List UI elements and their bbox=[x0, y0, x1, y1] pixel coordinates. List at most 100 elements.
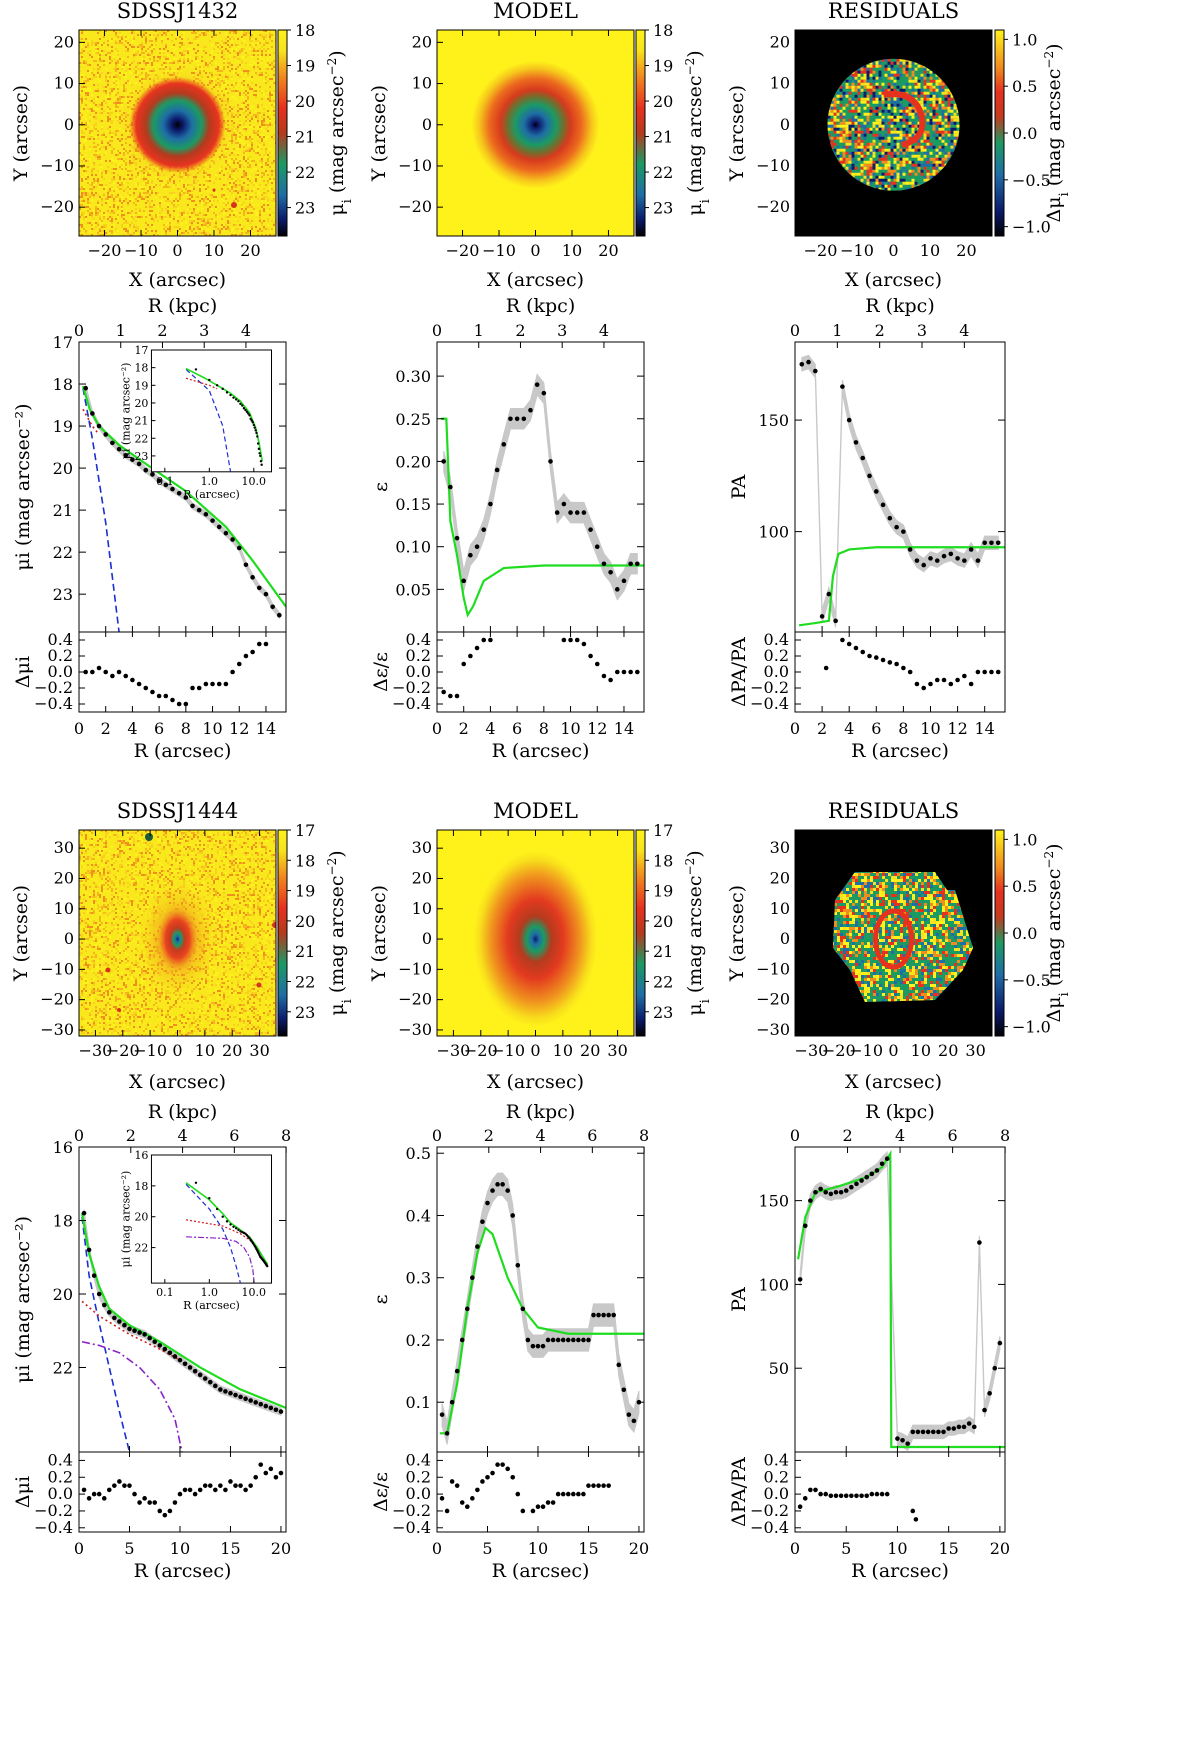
colorbar-tick-label: 18 bbox=[653, 21, 673, 40]
inset-x-tick-label: 1.0 bbox=[201, 475, 219, 488]
y-tick-label: 30 bbox=[770, 838, 790, 857]
residual-point bbox=[444, 1508, 450, 1514]
colorbar-label: μi (mag arcsec−2) bbox=[683, 50, 713, 215]
data-point bbox=[172, 1354, 178, 1359]
data-point bbox=[565, 1337, 571, 1343]
data-point bbox=[103, 432, 109, 437]
residual-point bbox=[156, 693, 162, 699]
data-point bbox=[601, 561, 607, 567]
kpc-tick-label: 2 bbox=[126, 1126, 136, 1145]
data-point bbox=[449, 1399, 455, 1405]
inset-point bbox=[225, 1220, 229, 1223]
residual-point bbox=[854, 1493, 859, 1499]
x-tick-label: 10 bbox=[204, 241, 224, 260]
data-point bbox=[96, 423, 102, 429]
y-tick-label: 150 bbox=[758, 411, 789, 430]
x-tick-label: −20 bbox=[106, 1041, 140, 1060]
model-line bbox=[796, 1149, 1005, 1449]
data-point bbox=[182, 1361, 188, 1367]
inset-point bbox=[247, 412, 250, 415]
data-point bbox=[112, 1315, 117, 1321]
residual-point bbox=[982, 669, 987, 675]
y-tick-label: 20 bbox=[770, 868, 790, 887]
colorbar bbox=[635, 829, 646, 1037]
y-tick-label: 19 bbox=[53, 417, 73, 436]
inset-frame bbox=[150, 1154, 273, 1284]
data-point bbox=[521, 416, 527, 422]
kpc-tick-label: 3 bbox=[917, 321, 927, 340]
data-point bbox=[256, 585, 262, 591]
y-tick-label: 0 bbox=[780, 929, 790, 948]
inset-point bbox=[251, 421, 255, 424]
kpc-tick-label: 2 bbox=[875, 321, 885, 340]
map-panel-2-3: −30−20−10 0 10 20 30−30−20−100102030RESIDUAL… bbox=[726, 799, 1072, 1093]
kpc-tick-label: 6 bbox=[948, 1126, 958, 1145]
residual-point bbox=[101, 1496, 107, 1501]
residual-y-tick-label: −0.2 bbox=[392, 1501, 431, 1520]
residual-point bbox=[934, 677, 940, 683]
kpc-tick-label: 4 bbox=[895, 1126, 905, 1145]
inset-bulge-line bbox=[185, 368, 232, 472]
residual-point bbox=[196, 685, 202, 691]
data-point bbox=[860, 455, 866, 461]
residual-point bbox=[210, 681, 215, 687]
data-point bbox=[515, 1262, 521, 1268]
inset-point bbox=[255, 431, 258, 435]
x-tick-label: 0 bbox=[530, 241, 540, 260]
x-tick-label: 0 bbox=[432, 1539, 442, 1558]
x-tick-label: 0 bbox=[172, 1041, 182, 1060]
data-point bbox=[218, 1387, 223, 1392]
y-tick-label: 10 bbox=[54, 74, 74, 93]
residual-point bbox=[461, 661, 467, 667]
x-tick-label: 0 bbox=[74, 719, 84, 738]
residual-y-tick-label: 0.2 bbox=[48, 1467, 73, 1486]
x-tick-label: −20 bbox=[822, 1041, 856, 1060]
data-point bbox=[977, 1240, 982, 1245]
residual-point bbox=[236, 661, 242, 667]
kpc-tick-label: 3 bbox=[557, 321, 567, 340]
residual-point bbox=[90, 669, 95, 675]
residual-point bbox=[884, 1491, 890, 1497]
data-point bbox=[941, 1429, 946, 1435]
kpc-tick-label: 2 bbox=[484, 1126, 494, 1145]
x-tick-label: −10 bbox=[124, 241, 158, 260]
inset-y-tick-label: 22 bbox=[134, 1242, 148, 1255]
residual-point bbox=[962, 673, 967, 679]
inset-y-tick-label: 22 bbox=[134, 432, 148, 445]
x-tick-label: 20 bbox=[598, 241, 618, 260]
residual-y-tick-label: −0.2 bbox=[34, 1501, 73, 1520]
residual-y-axis-label: Δε/ε bbox=[370, 1472, 392, 1512]
data-point bbox=[152, 1339, 158, 1345]
y-tick-label: 22 bbox=[53, 1358, 73, 1377]
kpc-axis-label: R (kpc) bbox=[506, 295, 576, 317]
data-point bbox=[481, 527, 487, 532]
y-tick-label: 16 bbox=[53, 1138, 73, 1157]
colorbar-tick-label: 20 bbox=[653, 92, 673, 111]
residual-y-tick-label: 0.0 bbox=[406, 1484, 431, 1503]
x-tick-label: 5 bbox=[124, 1539, 134, 1558]
residual-point bbox=[475, 1487, 480, 1493]
x-tick-label: 2 bbox=[817, 719, 827, 738]
residual-point bbox=[223, 681, 229, 687]
residual-point bbox=[894, 661, 899, 667]
residual-point bbox=[183, 701, 189, 707]
residual-area bbox=[83, 641, 269, 707]
profile-panel-1-1: 0 2 4 6 8 10 12 140 1 2 3 4R (kpc)R (arcsec)1718192… bbox=[12, 295, 287, 762]
kpc-axis-label: R (kpc) bbox=[865, 1101, 935, 1123]
data-point bbox=[818, 1186, 823, 1192]
residual-point bbox=[635, 669, 640, 675]
data-point bbox=[925, 1429, 931, 1435]
inset-point bbox=[252, 423, 256, 427]
map-image bbox=[437, 30, 634, 236]
data-point bbox=[464, 1306, 470, 1312]
data-point bbox=[454, 1368, 460, 1374]
y-tick-label: 0.2 bbox=[406, 1331, 431, 1350]
colorbar-label: μi (mag arcsec−2) bbox=[325, 50, 355, 215]
colorbar-tick-label: −1.0 bbox=[1012, 1018, 1051, 1037]
inset-y-tick-label: 21 bbox=[134, 415, 148, 428]
residual-point bbox=[586, 1483, 591, 1488]
residual-point bbox=[540, 1504, 546, 1510]
